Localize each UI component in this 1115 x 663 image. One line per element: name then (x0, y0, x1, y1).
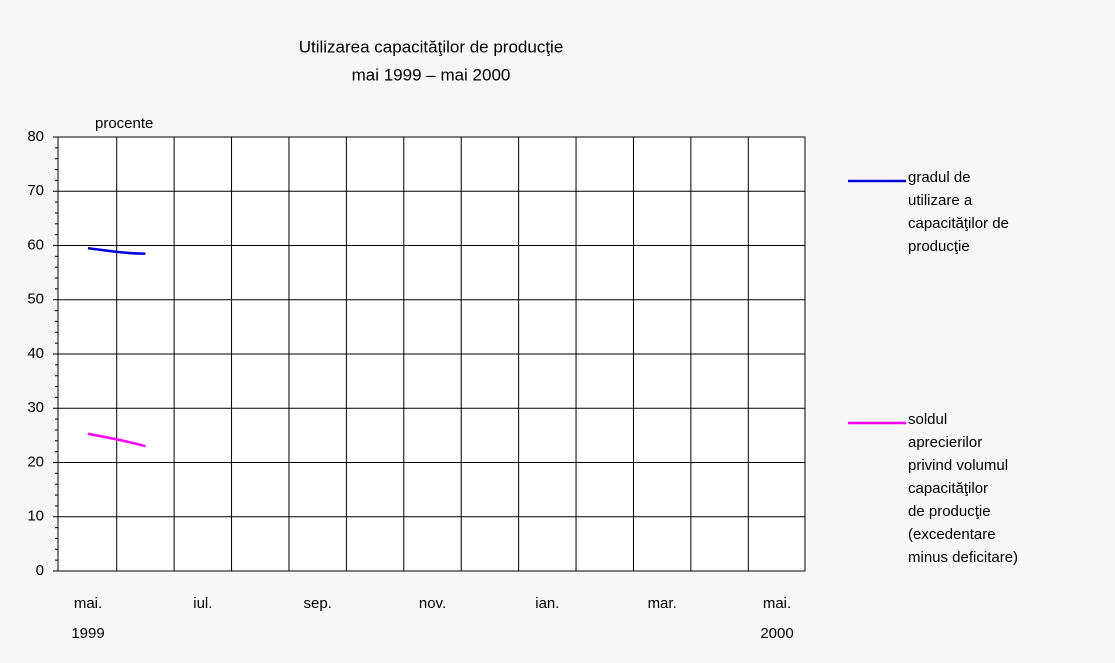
y-tick-label: 50 (27, 291, 44, 308)
x-year-label: 2000 (760, 625, 793, 642)
y-tick-label: 0 (36, 562, 44, 579)
y-axis-label: procente (95, 115, 153, 132)
x-tick-label: mar. (648, 595, 677, 612)
y-tick-label: 10 (27, 508, 44, 525)
x-tick-label: mai. (74, 595, 102, 612)
chart-title: Utilizarea capacităţilor de producţie (299, 37, 564, 56)
x-tick-label: iul. (193, 595, 212, 612)
chart-subtitle: mai 1999 – mai 2000 (352, 65, 511, 84)
legend-label: soldul aprecierilor privind volumul capa… (908, 411, 1019, 566)
y-tick-label: 80 (27, 128, 44, 145)
data-line (87, 246, 146, 255)
y-tick-label: 70 (27, 182, 44, 199)
x-tick-label: nov. (419, 595, 446, 612)
x-year-label: 1999 (71, 625, 104, 642)
y-tick-label: 30 (27, 399, 44, 416)
x-tick-label: mai. (763, 595, 791, 612)
x-tick-label: sep. (303, 595, 331, 612)
data-line (87, 432, 146, 448)
y-tick-label: 40 (27, 345, 44, 362)
y-tick-label: 60 (27, 236, 44, 253)
x-tick-label: ian. (535, 595, 559, 612)
legend-label: gradul de utilizare a capacităţilor de p… (908, 169, 1009, 255)
y-tick-label: 20 (27, 453, 44, 470)
